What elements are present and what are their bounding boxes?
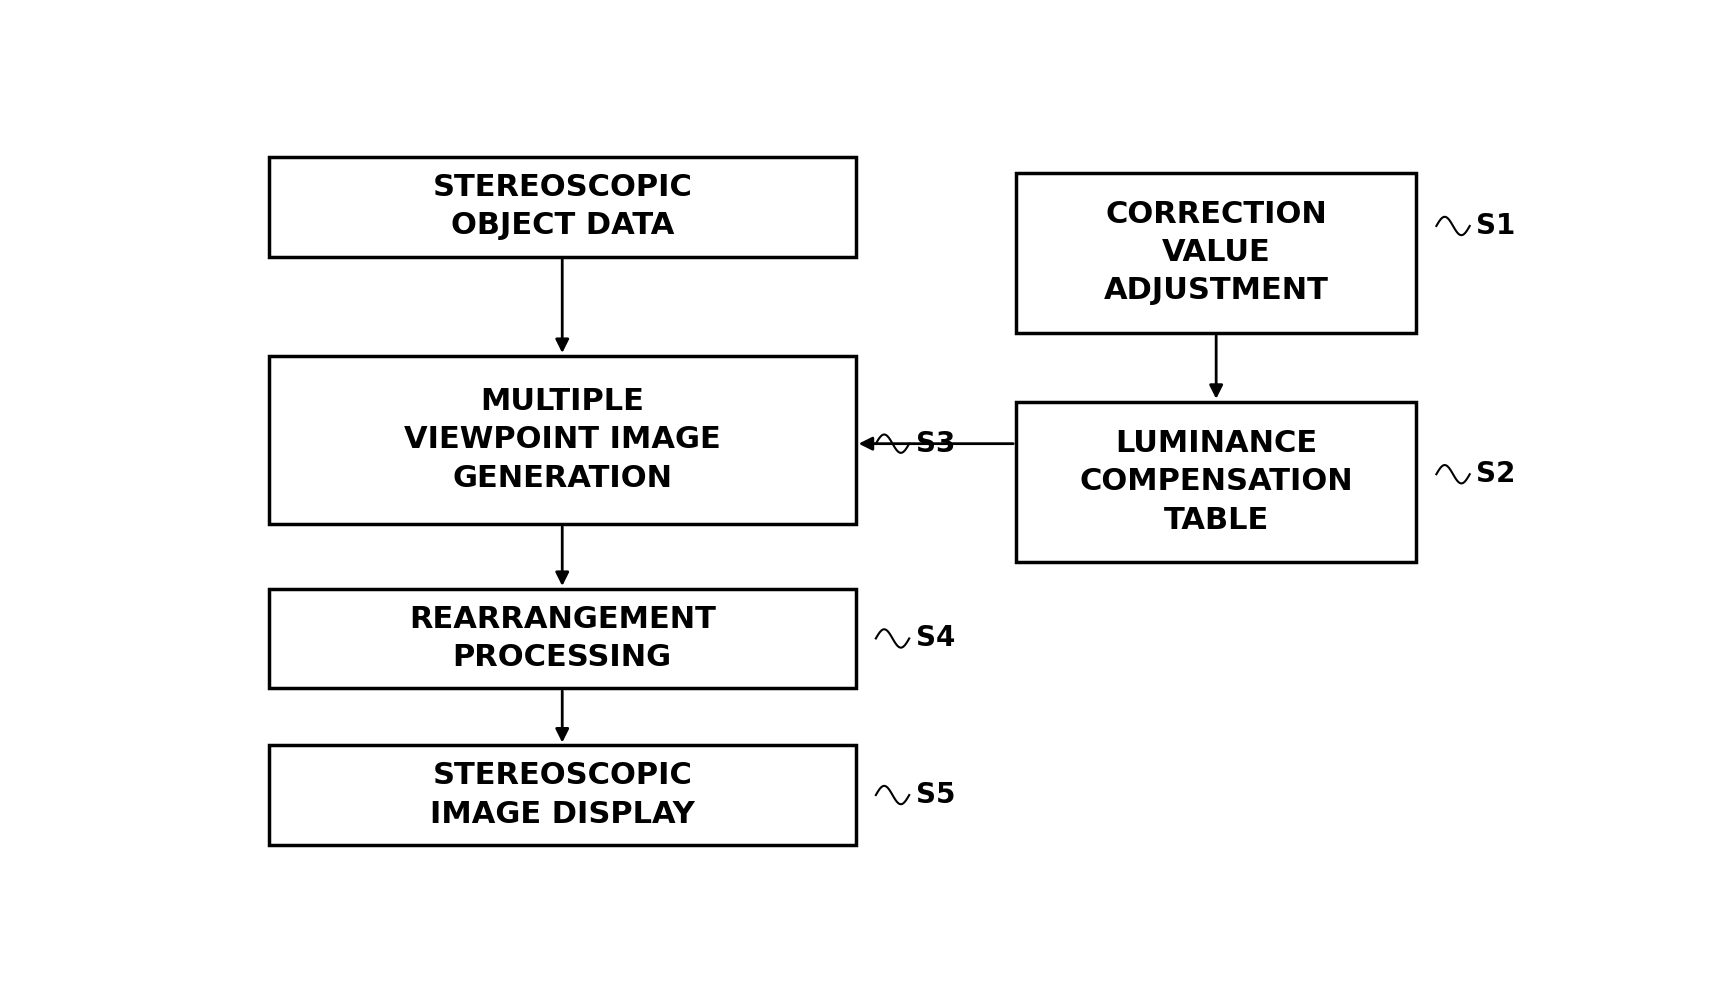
Text: CORRECTION
VALUE
ADJUSTMENT: CORRECTION VALUE ADJUSTMENT [1104, 200, 1329, 306]
Text: MULTIPLE
VIEWPOINT IMAGE
GENERATION: MULTIPLE VIEWPOINT IMAGE GENERATION [405, 387, 720, 493]
Bar [1016, 402, 1415, 562]
Text: REARRANGEMENT
PROCESSING: REARRANGEMENT PROCESSING [408, 605, 716, 672]
Text: S3: S3 [916, 430, 956, 457]
Text: STEREOSCOPIC
OBJECT DATA: STEREOSCOPIC OBJECT DATA [432, 174, 692, 240]
Bar [269, 157, 856, 257]
Text: S4: S4 [916, 624, 956, 653]
Bar [269, 589, 856, 688]
Text: S2: S2 [1476, 460, 1515, 488]
Text: LUMINANCE
COMPENSATION
TABLE: LUMINANCE COMPENSATION TABLE [1080, 430, 1353, 535]
Text: STEREOSCOPIC
IMAGE DISPLAY: STEREOSCOPIC IMAGE DISPLAY [430, 762, 694, 828]
Text: S5: S5 [916, 781, 956, 809]
Bar [269, 356, 856, 524]
Text: S1: S1 [1476, 212, 1515, 240]
Bar [269, 745, 856, 845]
Bar [1016, 173, 1415, 333]
